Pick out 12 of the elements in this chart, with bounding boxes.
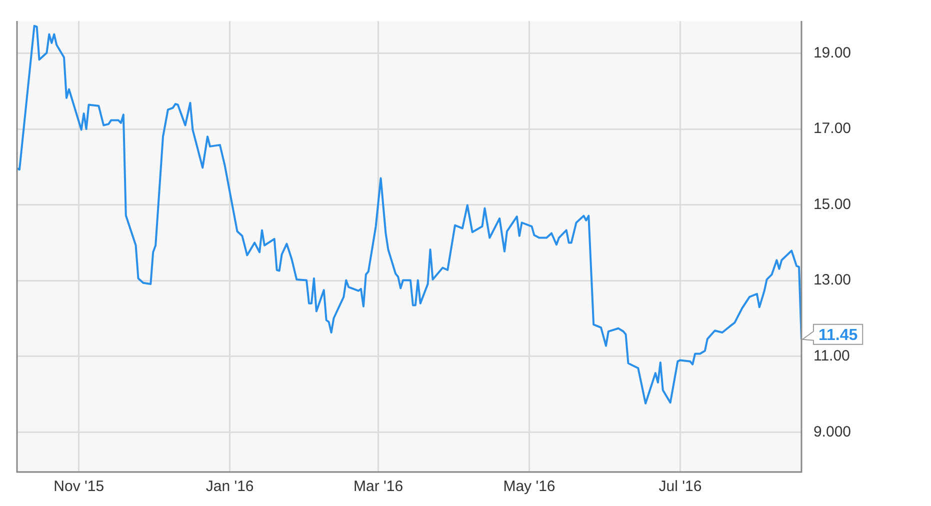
y-tick-label: 19.00 <box>813 44 852 62</box>
y-tick-label: 11.00 <box>813 348 850 365</box>
y-tick-label: 15.00 <box>813 196 852 213</box>
y-tick-label: 9.000 <box>813 423 852 440</box>
y-tick-label: 13.00 <box>813 272 852 289</box>
x-tick-label: May '16 <box>503 478 556 496</box>
x-tick-label: Mar '16 <box>354 478 404 496</box>
x-tick-label: Jan '16 <box>206 478 254 496</box>
y-tick-label: 17.00 <box>813 120 852 138</box>
x-tick-label: Nov '15 <box>54 478 104 496</box>
x-tick-label: Jul '16 <box>658 478 702 496</box>
annotation: 11.45 <box>818 326 858 344</box>
